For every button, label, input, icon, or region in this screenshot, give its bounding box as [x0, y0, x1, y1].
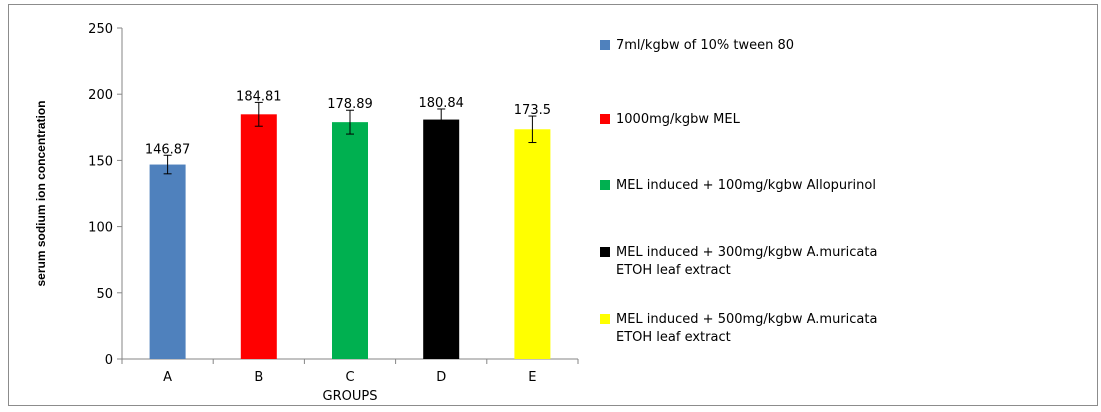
legend-label: MEL induced + 300mg/kgbw A.muricata [616, 245, 877, 260]
y-tick-label: 0 [105, 353, 113, 368]
data-label-B: 184.81 [236, 89, 282, 104]
x-tick-label-A: A [163, 370, 172, 385]
x-tick-label-C: C [345, 370, 354, 385]
y-axis-title: serum sodium ion concentration [34, 100, 48, 286]
chart-frame [8, 4, 1098, 406]
legend: 7ml/kgbw of 10% tween 80 1000mg/kgbw MEL M… [600, 38, 877, 345]
y-tick-label: 250 [88, 22, 113, 37]
legend-swatch [600, 247, 610, 257]
error-bar-C [346, 109, 354, 135]
error-bar-D [437, 108, 446, 131]
bar-D [423, 119, 460, 359]
bar-A [149, 164, 186, 359]
x-tick-label-B: B [254, 370, 263, 385]
legend-entry-4: MEL induced + 300mg/kgbw A.muricata ETOH … [600, 245, 877, 278]
legend-label: MEL induced + 500mg/kgbw A.muricata [616, 312, 877, 327]
legend-label: 1000mg/kgbw MEL [616, 112, 741, 127]
error-bar-B [254, 101, 263, 127]
x-axis-title: GROUPS [323, 389, 378, 404]
x-tick-label-E: E [528, 370, 536, 385]
legend-label: ETOH leaf extract [616, 330, 731, 345]
legend-label: 7ml/kgbw of 10% tween 80 [616, 38, 794, 53]
y-tick-label: 150 [88, 154, 113, 169]
x-tick-label-D: D [436, 370, 446, 385]
legend-entry-2: 1000mg/kgbw MEL [600, 112, 741, 127]
legend-entry-5: MEL induced + 500mg/kgbw A.muricata ETOH … [600, 312, 877, 345]
legend-entry-1: 7ml/kgbw of 10% tween 80 [600, 38, 794, 53]
legend-swatch [600, 114, 610, 124]
error-bar-A [163, 154, 172, 175]
bars: 146.87 184.81 178.89 180.84 173.5 [145, 89, 551, 360]
data-label-A: 146.87 [145, 142, 191, 157]
y-tick-label: 50 [96, 287, 113, 302]
data-label-C: 178.89 [327, 97, 373, 112]
data-label-D: 180.84 [418, 96, 464, 111]
bar-B [240, 114, 277, 360]
data-label-E: 173.5 [514, 103, 551, 118]
y-tick-label: 100 [88, 221, 113, 236]
legend-swatch [600, 40, 610, 50]
legend-label: ETOH leaf extract [616, 263, 731, 278]
bar-C [332, 122, 368, 359]
legend-swatch [600, 180, 610, 190]
error-bar-E [528, 115, 537, 144]
legend-swatch [600, 314, 610, 324]
bar-E [514, 129, 551, 359]
legend-entry-3: MEL induced + 100mg/kgbw Allopurinol [600, 178, 876, 193]
y-tick-label: 200 [88, 88, 113, 103]
legend-label: MEL induced + 100mg/kgbw Allopurinol [616, 178, 876, 193]
